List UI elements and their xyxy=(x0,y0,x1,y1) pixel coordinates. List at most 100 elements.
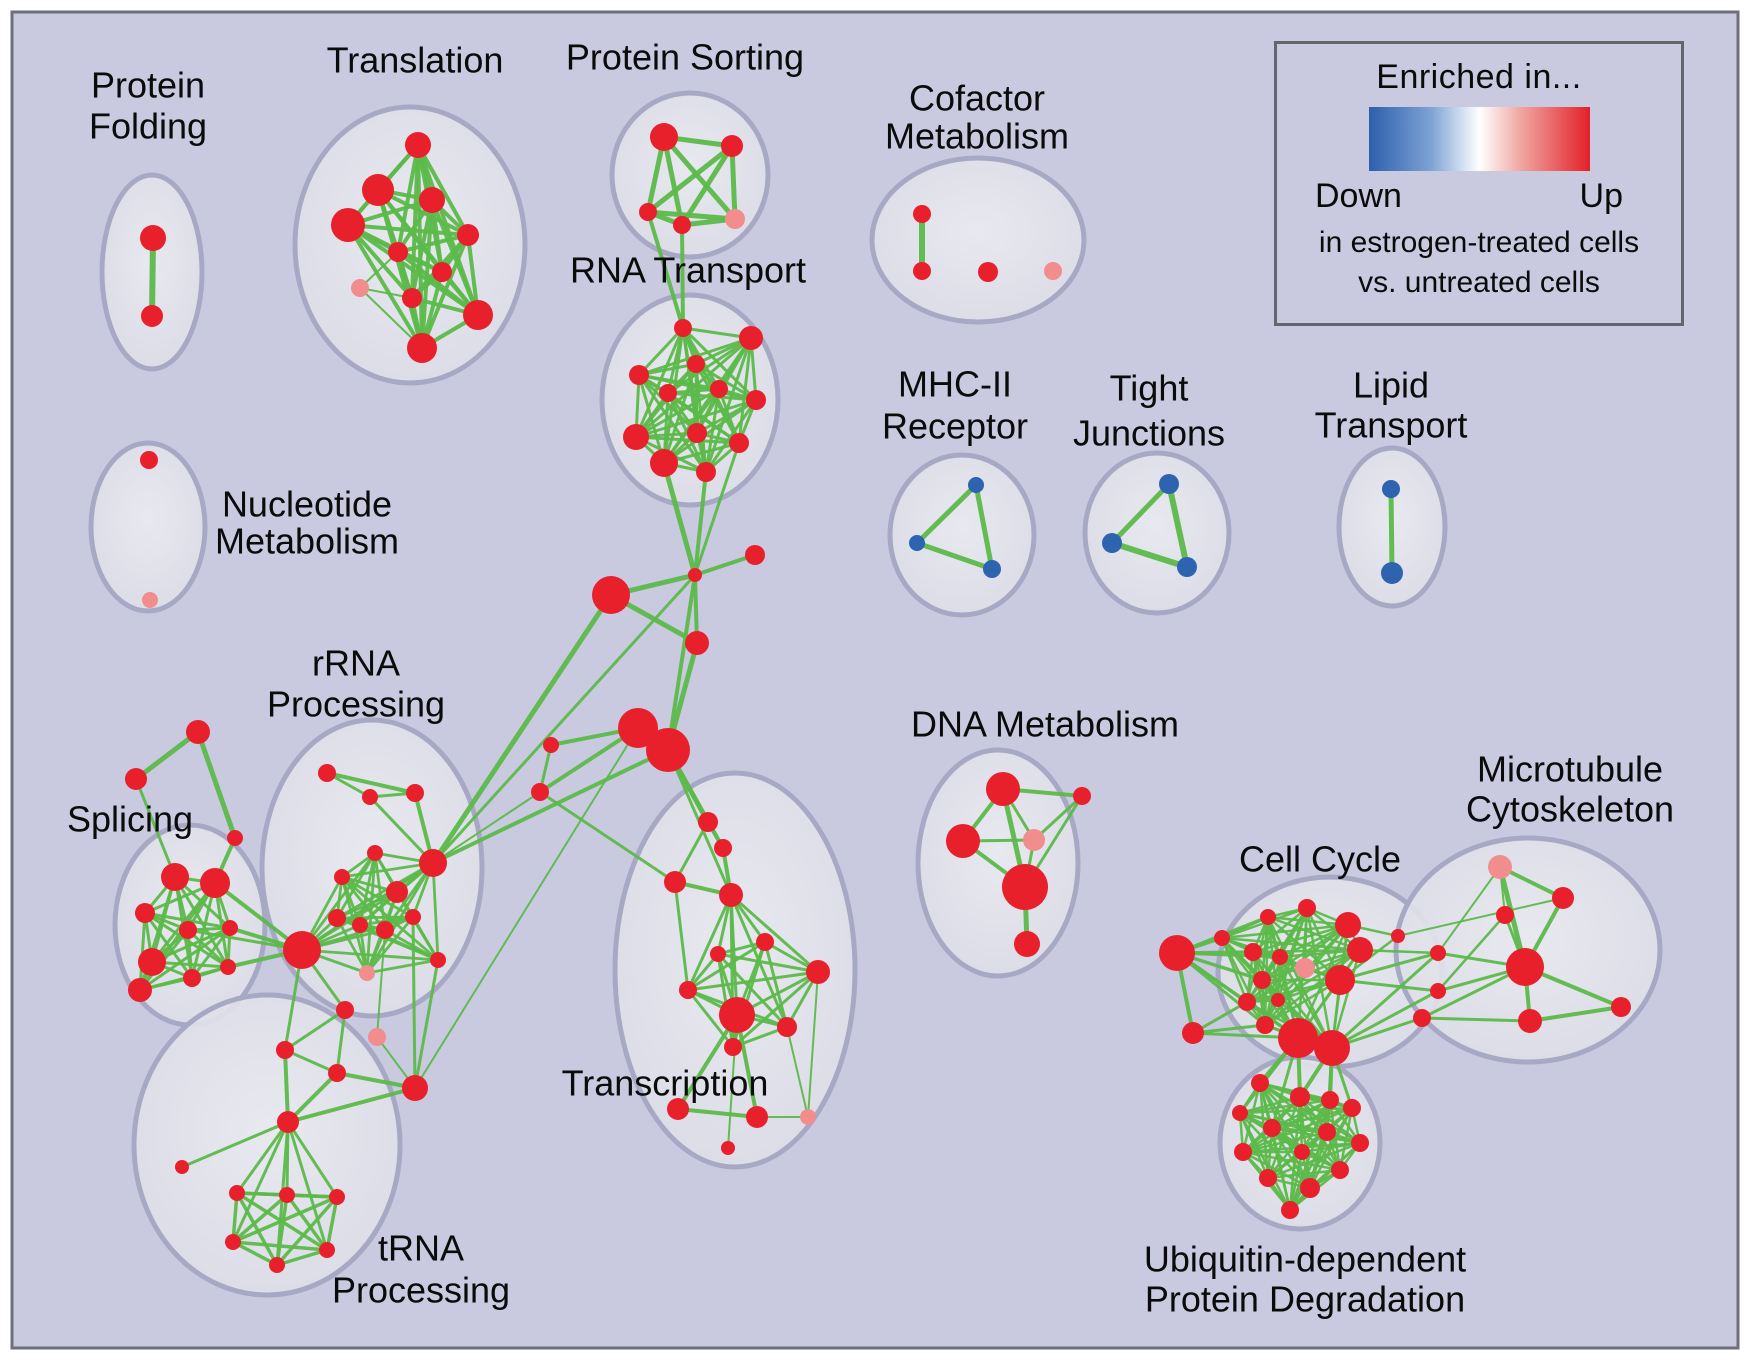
gene-set-node-red[interactable] xyxy=(179,921,197,939)
gene-set-node-red[interactable] xyxy=(1159,935,1195,971)
gene-set-node-red[interactable] xyxy=(629,365,649,385)
gene-set-node-pink[interactable] xyxy=(1488,855,1512,879)
gene-set-node-red[interactable] xyxy=(1351,1134,1369,1152)
gene-set-node-red[interactable] xyxy=(331,208,365,242)
gene-set-node-red[interactable] xyxy=(721,135,743,157)
gene-set-node-red[interactable] xyxy=(407,333,437,363)
gene-set-node-red[interactable] xyxy=(430,952,446,968)
gene-set-node-red[interactable] xyxy=(646,728,690,772)
gene-set-node-pink[interactable] xyxy=(359,965,375,981)
gene-set-node-red[interactable] xyxy=(319,1242,335,1258)
gene-set-node-red[interactable] xyxy=(746,1106,768,1128)
gene-set-node-red[interactable] xyxy=(650,449,678,477)
gene-set-node-red[interactable] xyxy=(125,768,147,790)
gene-set-node-red[interactable] xyxy=(719,997,755,1033)
gene-set-node-red[interactable] xyxy=(714,839,732,857)
gene-set-node-red[interactable] xyxy=(1343,1099,1361,1117)
gene-set-node-red[interactable] xyxy=(227,830,243,846)
gene-set-node-red[interactable] xyxy=(710,380,728,398)
gene-set-node-red[interactable] xyxy=(806,960,830,984)
gene-set-node-red[interactable] xyxy=(1014,931,1040,957)
gene-set-node-red[interactable] xyxy=(1278,1018,1318,1058)
gene-set-node-red[interactable] xyxy=(1611,997,1631,1017)
gene-set-node-red[interactable] xyxy=(183,969,201,987)
gene-set-node-red[interactable] xyxy=(367,845,383,861)
gene-set-node-blue[interactable] xyxy=(983,560,1001,578)
gene-set-node-red[interactable] xyxy=(1413,1009,1431,1027)
gene-set-node-red[interactable] xyxy=(222,920,238,936)
gene-set-node-red[interactable] xyxy=(279,1187,295,1203)
gene-set-node-red[interactable] xyxy=(406,784,424,802)
gene-set-node-red[interactable] xyxy=(1182,1022,1204,1044)
gene-set-node-red[interactable] xyxy=(618,708,658,748)
gene-set-node-red[interactable] xyxy=(140,451,158,469)
gene-set-node-red[interactable] xyxy=(1259,1169,1277,1187)
gene-set-node-red[interactable] xyxy=(161,863,189,891)
gene-set-node-red[interactable] xyxy=(913,205,931,223)
gene-set-node-red[interactable] xyxy=(978,262,998,282)
gene-set-node-red[interactable] xyxy=(1260,909,1276,925)
gene-set-node-red[interactable] xyxy=(328,1064,346,1082)
gene-set-node-red[interactable] xyxy=(402,288,422,308)
gene-set-node-red[interactable] xyxy=(719,883,743,907)
gene-set-node-red[interactable] xyxy=(336,1001,354,1019)
gene-set-node-red[interactable] xyxy=(1314,1030,1350,1066)
gene-set-node-red[interactable] xyxy=(419,849,447,877)
gene-set-node-red[interactable] xyxy=(1318,1123,1336,1141)
gene-set-node-red[interactable] xyxy=(1506,948,1544,986)
gene-set-node-red[interactable] xyxy=(986,772,1020,806)
gene-set-node-red[interactable] xyxy=(463,300,493,330)
gene-set-node-red[interactable] xyxy=(277,1111,299,1133)
gene-set-node-red[interactable] xyxy=(1244,943,1262,961)
gene-set-node-red[interactable] xyxy=(328,909,346,927)
gene-set-node-red[interactable] xyxy=(739,326,763,350)
gene-set-node-red[interactable] xyxy=(531,783,549,801)
gene-set-node-blue[interactable] xyxy=(1381,562,1403,584)
gene-set-node-red[interactable] xyxy=(1002,864,1048,910)
gene-set-node-blue[interactable] xyxy=(1177,557,1197,577)
gene-set-node-red[interactable] xyxy=(1331,1161,1349,1179)
gene-set-node-red[interactable] xyxy=(746,390,766,410)
gene-set-node-red[interactable] xyxy=(220,959,236,975)
gene-set-node-red[interactable] xyxy=(659,384,677,402)
gene-set-node-red[interactable] xyxy=(1430,945,1446,961)
gene-set-node-red[interactable] xyxy=(673,216,691,234)
gene-set-node-red[interactable] xyxy=(276,1041,294,1059)
gene-set-node-red[interactable] xyxy=(405,909,421,925)
gene-set-node-red[interactable] xyxy=(1496,906,1514,924)
gene-set-node-red[interactable] xyxy=(664,871,686,893)
gene-set-node-red[interactable] xyxy=(698,812,718,832)
gene-set-node-red[interactable] xyxy=(138,948,166,976)
gene-set-node-red[interactable] xyxy=(376,921,394,939)
gene-set-node-pink[interactable] xyxy=(1044,262,1062,280)
gene-set-node-red[interactable] xyxy=(405,132,431,158)
gene-set-node-red[interactable] xyxy=(946,824,980,858)
gene-set-node-red[interactable] xyxy=(269,1257,285,1273)
gene-set-node-blue[interactable] xyxy=(1382,480,1400,498)
gene-set-node-pink[interactable] xyxy=(142,592,158,608)
gene-set-node-red[interactable] xyxy=(1294,1144,1310,1160)
gene-set-node-red[interactable] xyxy=(1238,993,1256,1011)
gene-set-node-blue[interactable] xyxy=(909,535,925,551)
gene-set-node-pink[interactable] xyxy=(351,279,369,297)
gene-set-node-blue[interactable] xyxy=(1159,474,1179,494)
gene-set-node-red[interactable] xyxy=(710,946,726,962)
gene-set-node-blue[interactable] xyxy=(968,477,984,493)
gene-set-node-red[interactable] xyxy=(1391,929,1405,943)
gene-set-node-red[interactable] xyxy=(1253,971,1271,989)
gene-set-node-red[interactable] xyxy=(667,1098,689,1120)
gene-set-node-red[interactable] xyxy=(135,903,155,923)
gene-set-node-red[interactable] xyxy=(592,576,630,614)
gene-set-node-red[interactable] xyxy=(913,262,931,280)
gene-set-node-pink[interactable] xyxy=(800,1109,816,1125)
gene-set-node-red[interactable] xyxy=(687,355,705,373)
gene-set-node-red[interactable] xyxy=(362,789,378,805)
gene-set-node-red[interactable] xyxy=(141,305,163,327)
gene-set-node-red[interactable] xyxy=(128,978,152,1002)
gene-set-node-red[interactable] xyxy=(623,424,649,450)
gene-set-node-red[interactable] xyxy=(283,931,321,969)
gene-set-node-red[interactable] xyxy=(639,203,657,221)
gene-set-node-red[interactable] xyxy=(1518,1009,1542,1033)
gene-set-node-red[interactable] xyxy=(1272,949,1288,965)
gene-set-node-red[interactable] xyxy=(432,262,452,282)
